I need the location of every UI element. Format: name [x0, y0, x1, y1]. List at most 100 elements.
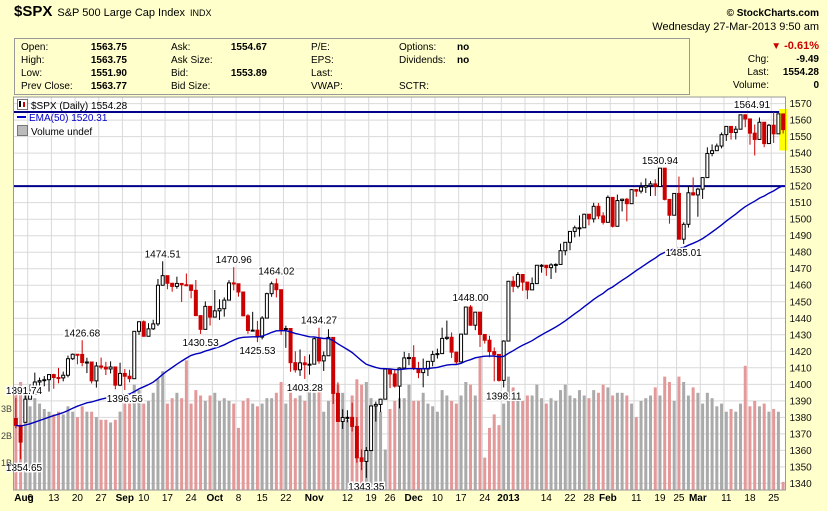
- quote-empty-cell: [399, 67, 689, 80]
- volume-bar: [270, 398, 274, 490]
- volume-bar: [165, 403, 169, 490]
- vwap-label: VWAP:: [311, 81, 343, 92]
- candle-body: [747, 118, 752, 134]
- x-tick-label: Mar: [689, 493, 707, 504]
- volume-bar: [345, 419, 349, 490]
- volume-bar: [559, 390, 563, 490]
- ema-line: [15, 184, 784, 427]
- candle-body: [577, 227, 582, 230]
- volume-bar: [625, 395, 629, 490]
- volume-bar: [218, 400, 222, 490]
- volume-bar: [104, 419, 108, 490]
- x-tick-label: 15: [257, 493, 269, 504]
- price-annotation: 1474.51: [145, 249, 182, 260]
- sctr-label: SCTR:: [399, 81, 429, 92]
- candle-body: [430, 353, 435, 362]
- candle-body: [620, 198, 625, 202]
- volume-bar: [720, 403, 724, 490]
- x-tick-label: Feb: [599, 493, 617, 504]
- volume-bar: [227, 400, 231, 490]
- candle-body: [691, 192, 696, 196]
- x-tick-label: 25: [768, 493, 780, 504]
- volume-bar: [284, 403, 288, 490]
- candle-body: [648, 183, 653, 187]
- prev-close-label: Prev Close:: [21, 81, 73, 92]
- volume-bar: [445, 395, 449, 490]
- ema-legend-icon: [17, 116, 26, 118]
- volume-bar: [383, 449, 387, 490]
- volume-bar: [502, 403, 506, 490]
- candle-body: [757, 121, 762, 140]
- volume-bar: [90, 411, 94, 490]
- prev-close-value: 1563.77: [90, 81, 127, 92]
- bid-size-label: Bid Size:: [171, 81, 211, 92]
- pe-label: P/E:: [311, 42, 330, 53]
- volume-label: Volume:: [732, 80, 769, 91]
- candle-body: [99, 365, 104, 368]
- volume-bar: [246, 398, 250, 490]
- candle-body: [132, 330, 137, 380]
- x-tick-label: 19: [366, 493, 378, 504]
- volume-bar: [705, 392, 709, 490]
- legend-volume-text: Volume undef: [31, 127, 93, 138]
- volume-bar: [686, 395, 690, 490]
- candle-body: [13, 418, 18, 426]
- quote-ask: Ask: 1554.67: [171, 41, 311, 54]
- candle-body: [553, 263, 558, 266]
- change-block: ▼ -0.61% Chg: -9.49 Last: 1554.28 Volume: 0: [733, 40, 819, 92]
- volume-bar: [156, 379, 160, 490]
- volume-bar: [743, 365, 747, 490]
- volume-bar: [577, 390, 581, 490]
- volume-bar: [724, 411, 728, 490]
- y-tick-label: 1530: [790, 165, 813, 176]
- last-value: 1554.28: [782, 67, 819, 78]
- volume-bar: [213, 392, 217, 490]
- candle-body: [468, 306, 473, 326]
- candle-body: [373, 403, 378, 407]
- candle-body: [719, 134, 724, 147]
- price-annotations: 1391.74 1354.65 1426.68 1396.56 1474.51 1430.…: [4, 99, 772, 495]
- quote-panel: Open: 1563.75 High: 1563.75 Low: 1551.90 Pr…: [14, 38, 690, 95]
- candle-body: [212, 310, 217, 318]
- volume-bar: [511, 387, 515, 490]
- y-tick-label: 1560: [790, 116, 813, 127]
- candle-body: [298, 362, 303, 371]
- price-annotation: 1354.65: [6, 463, 43, 474]
- candle-body: [283, 328, 288, 331]
- candle-body: [771, 124, 776, 135]
- price-annotation: 1396.56: [107, 394, 144, 405]
- volume-bar: [658, 395, 662, 490]
- copyright: © StockCharts.com: [726, 8, 819, 19]
- volume-bar: [757, 406, 761, 490]
- candle-body: [459, 333, 464, 363]
- x-tick-label: 22: [280, 493, 292, 504]
- volume-bar: [146, 400, 150, 490]
- options-value: no: [457, 42, 470, 53]
- candle-body: [222, 299, 227, 310]
- candle-body: [146, 328, 151, 337]
- candle-body: [345, 416, 350, 419]
- low-value: 1551.90: [90, 68, 127, 79]
- x-tick-label: 25: [673, 493, 685, 504]
- quote-col-price: Open: 1563.75 High: 1563.75 Low: 1551.90 Pr…: [21, 41, 171, 94]
- candle-body: [359, 457, 364, 462]
- volume-bar: [459, 395, 463, 490]
- volume-bar: [180, 398, 184, 490]
- candle-body: [350, 416, 355, 427]
- volume-bar: [52, 414, 56, 490]
- volume-bar: [407, 384, 411, 490]
- options-label: Options:: [399, 42, 437, 53]
- price-annotation: 1430.53: [183, 338, 220, 349]
- y-tick-label: 1470: [790, 264, 813, 275]
- candle-body: [108, 366, 113, 370]
- volume-bar: [23, 392, 27, 490]
- volume-bar: [587, 398, 591, 490]
- x-tick-label: 6: [27, 493, 33, 504]
- quote-options: Options: no: [399, 41, 689, 54]
- volume-bar: [388, 409, 392, 490]
- price-annotation: 1564.91: [734, 100, 771, 111]
- x-tick-label: Nov: [305, 493, 324, 504]
- down-triangle-icon: ▼: [771, 41, 782, 52]
- volume-bar: [521, 400, 525, 490]
- volume-bar: [137, 390, 141, 490]
